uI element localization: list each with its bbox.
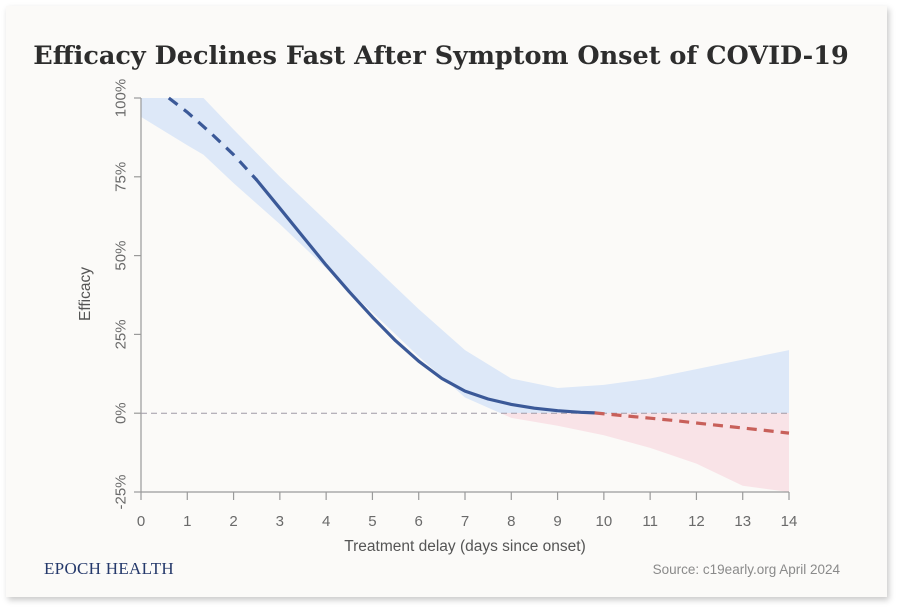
y-axis-label: Efficacy	[77, 267, 94, 321]
x-tick-label: 9	[553, 513, 561, 530]
x-tick-label: 1	[183, 513, 191, 530]
y-tick-label: 100%	[113, 79, 130, 117]
y-tick-label: -25%	[113, 474, 130, 509]
chart-title: Efficacy Declines Fast After Symptom Ons…	[33, 41, 848, 71]
y-tick-label: 50%	[113, 241, 130, 271]
x-tick-label: 6	[415, 513, 423, 530]
x-tick-label: 8	[507, 513, 515, 530]
y-tick-label: 75%	[113, 162, 130, 192]
x-tick-label: 4	[322, 513, 330, 530]
efficacy-solid-line	[255, 178, 597, 415]
x-tick-label: 11	[642, 513, 658, 530]
efficacy-dashed-segment	[167, 96, 258, 182]
x-tick-label: 5	[368, 513, 376, 530]
source-note: Source: c19early.org April 2024	[653, 562, 841, 577]
x-tick-label: 12	[688, 513, 705, 530]
series	[167, 96, 790, 435]
x-tick-label: 7	[461, 513, 469, 530]
x-axis-label: Treatment delay (days since onset)	[344, 538, 586, 555]
x-tick-label: 10	[596, 513, 613, 530]
band-negative-region	[500, 413, 789, 492]
axes	[134, 97, 790, 500]
x-tick-label: 3	[276, 513, 284, 530]
brand-logo: EPOCH HEALTH	[44, 559, 174, 578]
x-tick-label: 13	[734, 513, 751, 530]
y-tick-label: 25%	[113, 319, 130, 349]
x-tick-label: 14	[781, 513, 798, 530]
x-tick-label: 2	[229, 513, 237, 530]
negative-extrapolation-line	[594, 411, 790, 435]
y-tick-label: 0%	[113, 402, 130, 424]
confidence-band	[141, 98, 789, 492]
x-tick-label: 0	[137, 513, 145, 530]
